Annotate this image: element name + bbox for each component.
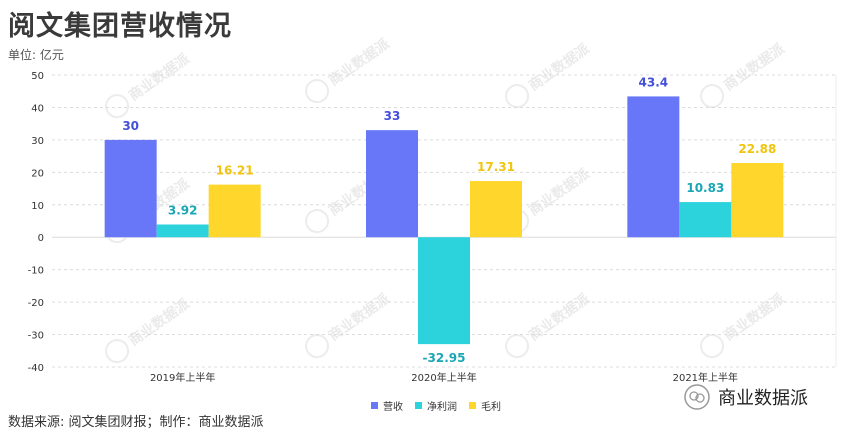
wechat-icon	[684, 384, 710, 410]
watermark: 商业数据派	[305, 290, 394, 359]
bar	[156, 224, 209, 238]
bar	[366, 130, 418, 238]
watermark-text: 商业数据派	[126, 295, 194, 350]
x-tick-label: 2020年上半年	[411, 371, 476, 384]
watermark-logo	[305, 334, 330, 359]
data-label: 3.92	[168, 204, 198, 218]
data-label: 22.88	[738, 142, 776, 156]
legend-label-revenue: 营收	[383, 402, 403, 413]
bar	[208, 184, 261, 238]
watermark: 商业数据派	[700, 290, 789, 359]
watermark-text: 商业数据派	[721, 290, 789, 345]
y-tick-label: 40	[31, 103, 44, 114]
watermark-text: 商业数据派	[526, 290, 594, 345]
y-tick-label: -10	[28, 266, 44, 277]
y-tick-label: 0	[38, 233, 44, 244]
bar	[104, 139, 157, 238]
watermark-logo	[505, 334, 530, 359]
y-tick-label: 10	[31, 201, 44, 212]
y-tick-label: -40	[28, 363, 44, 374]
watermark-logo	[305, 209, 330, 234]
watermark-logo	[105, 339, 130, 364]
brand-watermark: 商业数据派	[684, 384, 808, 410]
watermark-text: 商业数据派	[326, 290, 394, 345]
watermark: 商业数据派	[505, 290, 594, 359]
watermark: 商业数据派	[305, 35, 394, 104]
legend-item-revenue[interactable]: 营收	[371, 398, 403, 413]
legend-item-net-profit[interactable]: 净利润	[415, 398, 457, 413]
unit-label: 单位: 亿元	[8, 48, 64, 62]
bar	[418, 237, 470, 345]
watermark-text: 商业数据派	[526, 165, 594, 220]
bar	[627, 96, 680, 238]
watermark-text: 商业数据派	[526, 40, 594, 95]
data-label: 43.4	[639, 75, 669, 89]
legend-item-gross-profit[interactable]: 毛利	[469, 398, 501, 413]
bar	[679, 202, 732, 238]
legend-label-gross-profit: 毛利	[481, 402, 501, 413]
legend-swatch-net-profit	[415, 402, 422, 409]
legend-label-net-profit: 净利润	[427, 402, 457, 413]
data-label: 30	[122, 119, 139, 133]
watermark-text: 商业数据派	[721, 40, 789, 95]
data-source-note: 数据来源: 阅文集团财报；制作：商业数据派	[8, 415, 264, 430]
y-tick-label: 20	[31, 168, 44, 179]
data-label: -32.95	[423, 351, 466, 365]
chart-title: 阅文集团营收情况	[8, 11, 232, 42]
watermark: 商业数据派	[700, 40, 789, 109]
legend-swatch-revenue	[371, 402, 378, 409]
legend: 营收 净利润 毛利	[371, 398, 501, 413]
data-label: 10.83	[686, 181, 724, 195]
watermark: 商业数据派	[105, 50, 194, 119]
y-tick-label: 50	[31, 71, 44, 82]
watermark-logo	[505, 84, 530, 109]
watermark-logo	[305, 79, 330, 104]
data-label: 17.31	[477, 160, 515, 174]
data-label: 16.21	[216, 164, 254, 178]
watermark-logo	[700, 84, 725, 109]
x-tick-label: 2019年上半年	[150, 371, 215, 384]
legend-swatch-gross-profit	[469, 402, 476, 409]
y-tick-label: -30	[28, 331, 44, 342]
watermark: 商业数据派	[105, 295, 194, 364]
watermark: 商业数据派	[505, 40, 594, 109]
data-label: 33	[384, 109, 401, 123]
y-tick-label: 30	[31, 136, 44, 147]
x-tick-label: 2021年上半年	[673, 371, 738, 384]
bar	[731, 162, 784, 238]
brand-label: 商业数据派	[718, 388, 808, 409]
watermark-text: 商业数据派	[326, 35, 394, 90]
y-tick-label: -20	[28, 298, 44, 309]
watermark-logo	[105, 94, 130, 119]
bar	[470, 181, 522, 238]
watermark-text: 商业数据派	[126, 50, 194, 105]
watermark-logo	[700, 334, 725, 359]
